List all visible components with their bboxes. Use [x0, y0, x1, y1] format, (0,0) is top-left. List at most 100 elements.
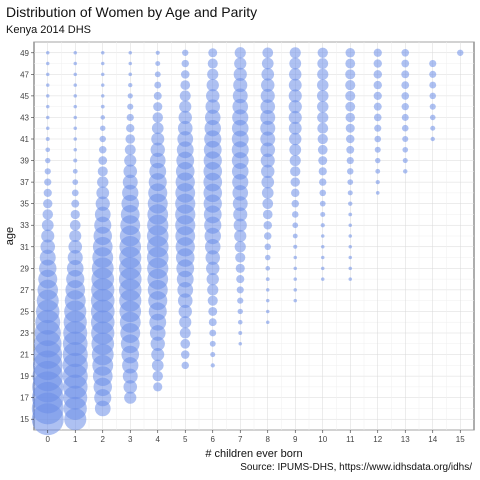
data-point [124, 144, 136, 156]
data-point [127, 93, 133, 99]
data-point [266, 288, 270, 292]
x-tick-label: 13 [401, 435, 410, 444]
data-point [345, 48, 355, 58]
data-point [177, 120, 193, 136]
data-point [206, 89, 220, 103]
data-point [320, 223, 325, 228]
data-point [430, 125, 436, 131]
data-point [347, 168, 354, 175]
y-tick-label: 19 [20, 372, 29, 381]
data-point [124, 154, 137, 167]
data-point [234, 241, 246, 253]
data-point [317, 144, 328, 155]
data-point [123, 164, 138, 179]
data-point [318, 167, 327, 176]
data-point [234, 47, 246, 59]
data-point [293, 244, 298, 249]
data-point [179, 100, 192, 113]
data-point [100, 125, 106, 131]
data-point [429, 81, 437, 89]
data-point [73, 94, 77, 98]
data-point [348, 201, 353, 206]
data-point [234, 229, 247, 243]
data-point [44, 178, 52, 186]
data-point [260, 88, 275, 103]
chart-title: Distribution of Women by Age and Parity [6, 4, 258, 20]
x-tick-label: 2 [101, 435, 106, 444]
data-point [374, 135, 382, 143]
y-tick-label: 49 [20, 49, 29, 58]
x-tick-label: 1 [73, 435, 78, 444]
data-point [45, 137, 50, 141]
data-point [289, 132, 302, 146]
data-point [261, 164, 275, 179]
x-tick-label: 4 [156, 435, 161, 444]
data-point [401, 59, 410, 68]
data-point [69, 229, 82, 243]
data-point [266, 298, 270, 303]
data-point [348, 212, 353, 217]
data-point [317, 47, 328, 58]
x-tick-label: 5 [183, 435, 188, 444]
data-point [237, 308, 243, 315]
data-point [288, 121, 302, 135]
data-point [233, 67, 247, 81]
data-point [123, 380, 138, 394]
x-tick-label: 11 [346, 435, 355, 444]
data-point [401, 92, 410, 100]
data-point [319, 200, 326, 207]
data-point [373, 113, 382, 122]
data-point [71, 199, 80, 208]
data-point [66, 260, 84, 277]
data-point [94, 206, 111, 223]
data-point [206, 261, 220, 276]
data-point [39, 249, 56, 266]
data-point [72, 168, 78, 174]
data-point [374, 124, 382, 132]
data-point [179, 316, 192, 329]
data-point [101, 72, 105, 77]
data-point [101, 94, 105, 98]
data-point [402, 158, 408, 164]
data-point [345, 69, 356, 80]
data-point [152, 370, 163, 382]
data-point [205, 250, 221, 265]
data-point [207, 58, 218, 69]
data-point [155, 50, 160, 55]
x-tick-label: 9 [293, 435, 298, 444]
data-point [293, 277, 297, 281]
x-axis-label: # children ever born [205, 448, 302, 460]
data-point [209, 340, 216, 347]
data-point [348, 255, 352, 260]
data-point [290, 177, 300, 187]
data-point [43, 188, 52, 197]
data-point [263, 220, 273, 230]
data-point [70, 209, 80, 220]
data-point [375, 168, 381, 174]
data-point [345, 90, 356, 101]
data-point [260, 109, 276, 125]
data-point [291, 199, 300, 208]
data-point [238, 342, 242, 346]
data-point [73, 61, 77, 66]
data-point [208, 306, 218, 316]
data-point [152, 112, 163, 123]
chart-subtitle: Kenya 2014 DHS [6, 24, 91, 36]
y-tick-label: 47 [20, 70, 29, 79]
data-point [348, 223, 352, 227]
data-point [260, 142, 276, 158]
data-point [264, 232, 272, 240]
data-point [151, 359, 164, 372]
data-point [40, 239, 56, 255]
data-point [126, 113, 134, 122]
data-point [67, 249, 83, 266]
data-point [128, 61, 132, 66]
data-point [97, 166, 108, 177]
data-point [96, 186, 110, 200]
data-point [151, 348, 165, 362]
data-point [73, 104, 77, 109]
data-point [205, 99, 221, 114]
data-point [291, 211, 299, 218]
data-point [321, 277, 325, 281]
data-point [153, 382, 163, 392]
